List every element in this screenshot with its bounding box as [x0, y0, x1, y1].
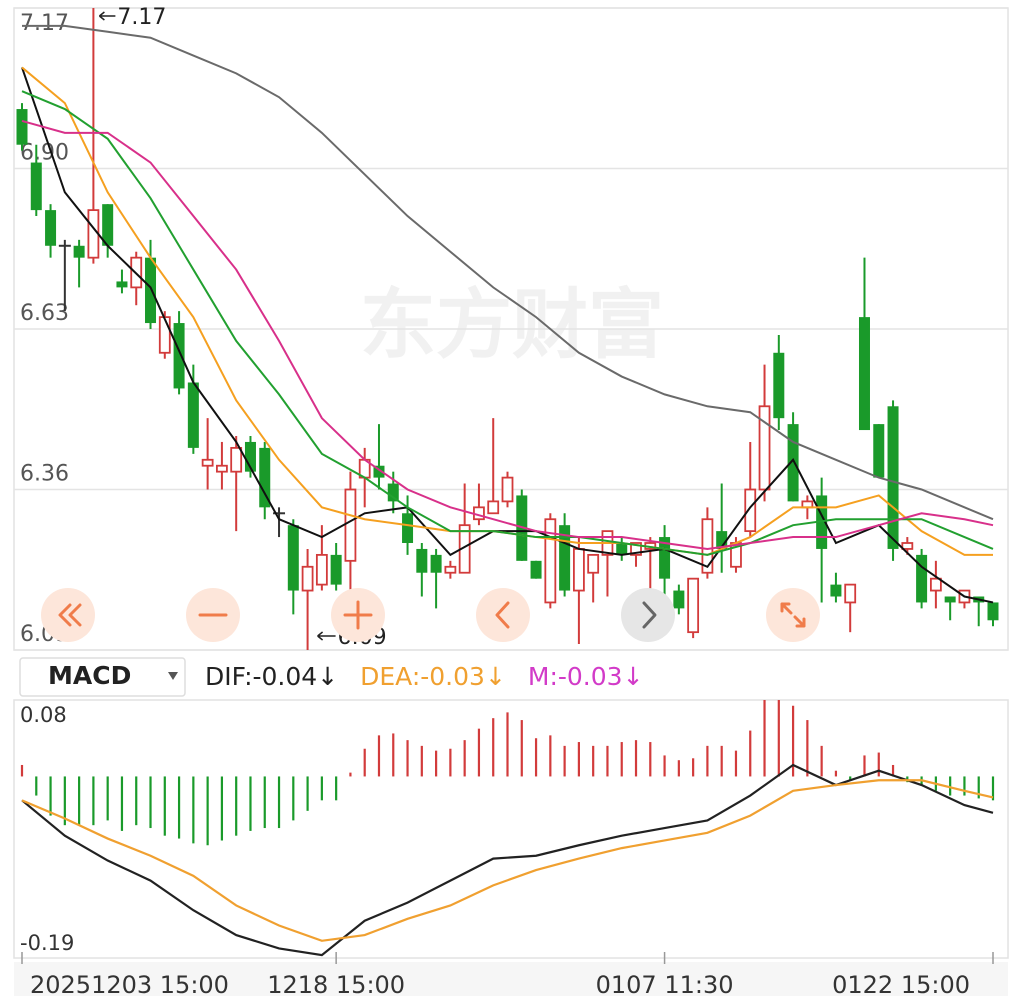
candle-body: [701, 518, 714, 574]
indicator-name[interactable]: MACD: [48, 661, 131, 690]
candle-body: [487, 500, 500, 515]
moving-average-line: [21, 119, 994, 550]
candle-body: [287, 525, 299, 591]
candle-body: [929, 577, 942, 592]
candle-body: [244, 441, 256, 472]
scroll-right-button[interactable]: [621, 588, 675, 642]
zoom-in-button[interactable]: [331, 588, 385, 642]
candle-body: [758, 405, 771, 491]
zoom-out-button[interactable]: [186, 588, 240, 642]
legend-entry: DIF:-0.04↓: [205, 662, 338, 691]
y-tick-label: 6.36: [20, 462, 69, 487]
candle-body: [344, 488, 357, 562]
candle-body: [987, 602, 999, 621]
candle-body: [116, 281, 128, 288]
moving-average-line: [21, 67, 994, 604]
indicator-box[interactable]: [19, 657, 186, 697]
y-tick-label: 7.17: [20, 11, 69, 36]
candle-body: [744, 488, 757, 533]
candle-body: [587, 553, 600, 574]
candle-body: [616, 543, 628, 555]
high-label: 7.17: [117, 5, 166, 30]
y-tick-label: 0.08: [20, 703, 67, 727]
moving-average-line: [21, 90, 994, 556]
candle-body: [559, 525, 571, 591]
fullscreen-button[interactable]: [766, 588, 820, 642]
low-arrow: [317, 631, 336, 641]
candle-body: [173, 323, 185, 389]
watermark: 东方财富: [360, 280, 664, 369]
candle-body: [230, 446, 243, 473]
candle-body: [45, 210, 57, 246]
candle-body: [901, 542, 914, 550]
candle-body: [716, 531, 728, 549]
candle-body: [873, 424, 885, 478]
legend-entry: DEA:-0.03↓: [360, 662, 506, 691]
candle-body: [102, 204, 114, 246]
price-layer: 6.096.366.636.907.177.176.09: [14, 5, 1008, 651]
candle-body: [916, 554, 928, 603]
macd-frame: [13, 699, 1009, 959]
candle-body: [402, 513, 414, 543]
macd-layer: 0.08 -0.19: [20, 700, 995, 957]
candle-body: [330, 554, 342, 585]
candle-body: [387, 483, 399, 502]
macd-line: [21, 779, 994, 942]
candle-body: [501, 476, 514, 503]
scroll-start-button[interactable]: [41, 588, 95, 642]
moving-average-line: [22, 24, 994, 521]
date-bar: [14, 962, 1008, 996]
toolbar-buttons: [41, 588, 820, 642]
candle-body: [773, 352, 785, 419]
candle-body: [145, 257, 157, 324]
candle-body: [687, 577, 700, 634]
candle-body: [544, 518, 557, 604]
x-tick-label: 0122 15:00: [832, 971, 970, 996]
dropdown-icon[interactable]: [168, 672, 178, 680]
candle-body: [73, 245, 85, 258]
y-tick-label: 6.90: [20, 141, 69, 166]
legend-entry: M:-0.03↓: [528, 662, 644, 691]
scroll-left-button[interactable]: [476, 588, 530, 642]
date-layer: 20251203 15:00 1218 15:00 0107 11:30 0122 1…: [21, 952, 994, 996]
candle-body: [430, 554, 442, 573]
candle-body: [315, 553, 328, 586]
candle-body: [787, 424, 799, 502]
high-arrow: [98, 11, 116, 21]
candle-body: [444, 565, 457, 574]
x-tick-label: 20251203 15:00: [30, 971, 229, 996]
x-tick-label: 0107 11:30: [596, 971, 734, 996]
candle-body: [572, 548, 585, 592]
candle-body: [844, 583, 857, 604]
candle-body: [301, 565, 314, 592]
y-tick-label: 6.63: [20, 301, 69, 326]
candle-body: [830, 584, 842, 597]
x-tick-label: 1218 15:00: [267, 971, 405, 996]
candle-body: [16, 109, 28, 145]
candle-body: [630, 542, 642, 556]
indicator-selector[interactable]: MACD: [19, 657, 186, 697]
y-tick-label: -0.19: [20, 931, 74, 955]
candle-body: [187, 382, 199, 448]
candle-body: [887, 406, 899, 549]
candle-body: [201, 458, 214, 467]
candle-body: [373, 465, 385, 478]
candle-body: [216, 464, 228, 473]
candle-body: [158, 316, 171, 354]
candle-body: [530, 560, 542, 579]
candle-body: [659, 537, 671, 579]
macd-legend: DIF:-0.04↓ DEA:-0.03↓ M:-0.03↓: [205, 662, 644, 691]
candle-body: [416, 548, 428, 573]
macd-line: [21, 763, 994, 957]
candle-body: [673, 590, 685, 609]
candle-body: [858, 317, 870, 431]
candle-body: [944, 596, 956, 603]
candle-body: [259, 447, 271, 508]
candle-body: [30, 162, 42, 211]
